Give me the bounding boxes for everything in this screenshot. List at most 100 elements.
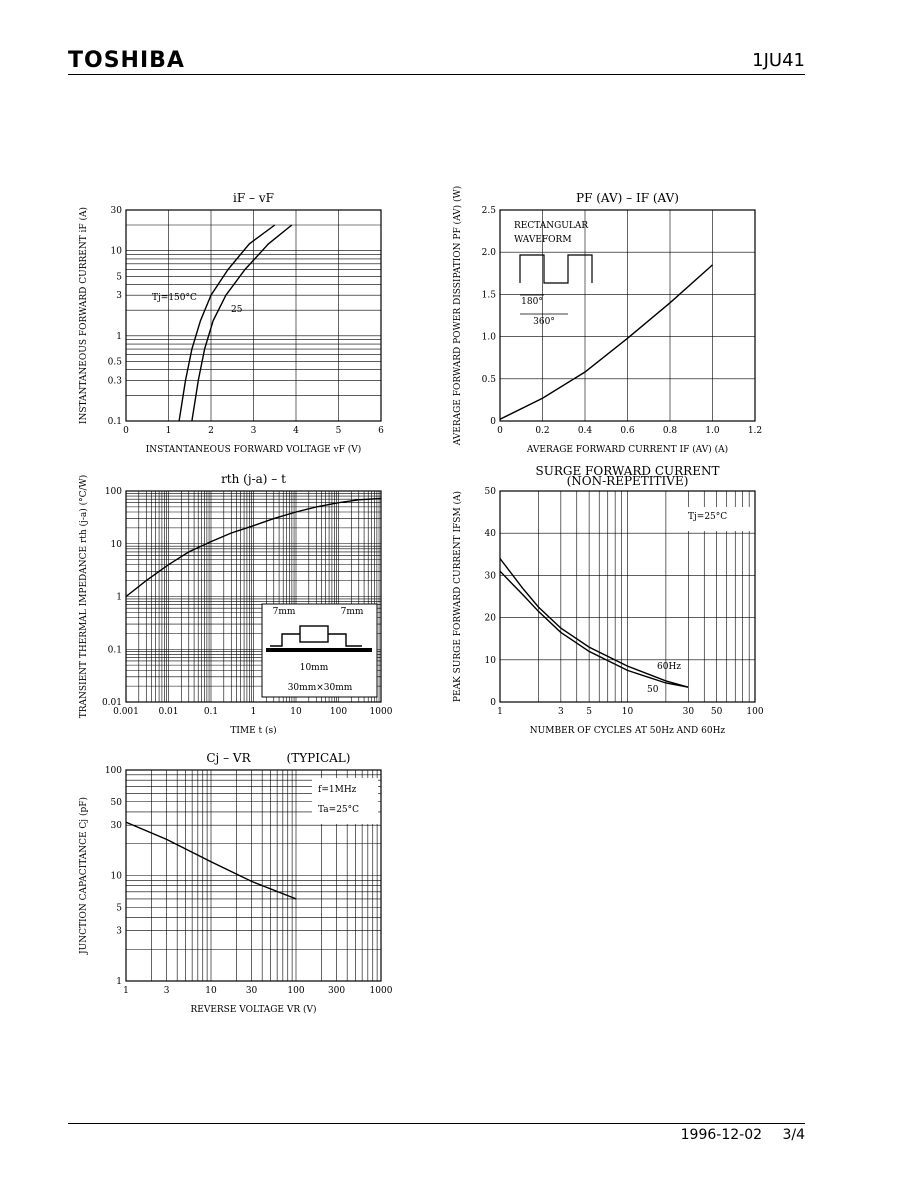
annotation-7mm-right: 7mm — [341, 607, 364, 617]
part-number: 1JU41 — [752, 50, 805, 71]
series-line-0 — [499, 264, 713, 420]
y-tick-label: 3 — [116, 291, 122, 301]
label-bg — [312, 778, 378, 824]
annotation-7mm-left: 7mm — [273, 607, 296, 617]
annotation-waveform: WAVEFORM — [514, 235, 572, 245]
y-tick-label: 10 — [485, 656, 497, 666]
pcb-lead-right — [328, 633, 362, 647]
series-line-1 — [191, 224, 293, 422]
pcb-board — [266, 648, 372, 652]
x-axis-label: NUMBER OF CYCLES AT 50Hz AND 60Hz — [530, 726, 726, 736]
chart-title: iF – vF — [233, 191, 274, 205]
x-tick-label: 1000 — [370, 986, 393, 996]
y-tick-label: 1.5 — [482, 290, 497, 300]
x-tick-label: 10 — [205, 986, 217, 996]
annotation-60hz: 60Hz — [657, 662, 681, 672]
y-tick-label: 30 — [111, 206, 123, 216]
series-line-0 — [178, 224, 276, 422]
x-tick-label: 1.0 — [705, 426, 720, 436]
x-tick-label: 50 — [711, 707, 723, 717]
x-tick-label: 1 — [251, 707, 257, 717]
chart-title: rth (j-a) – t — [221, 472, 286, 486]
annotation-25: 25 — [231, 305, 243, 315]
plot-frame — [125, 769, 382, 982]
pcb-device — [299, 625, 329, 643]
annotation-180: 180° — [521, 297, 543, 307]
y-tick-label: 2.5 — [482, 206, 497, 216]
x-tick-label: 5 — [336, 426, 342, 436]
chart-cj-vr: 1 3 10 30 100 300 1000 1 3 5 10 30 50 100 Cj – VR (TYPI… — [78, 751, 393, 1015]
footer: 1996-12-02 3/4 — [665, 1127, 805, 1143]
y-axis-label: JUNCTION CAPACITANCE Cj (pF) — [78, 797, 89, 955]
x-tick-label: 300 — [328, 986, 345, 996]
y-tick-label: 0.5 — [482, 375, 497, 385]
plot-frame — [125, 209, 382, 422]
x-tick-label: 0 — [123, 426, 129, 436]
annotation-50: 50 — [647, 685, 659, 695]
annotation-30mm: 30mm×30mm — [288, 683, 353, 693]
y-tick-label: 30 — [485, 571, 497, 581]
plot-frame — [499, 490, 756, 703]
y-tick-label: 2.0 — [482, 248, 497, 258]
y-tick-label: 0 — [490, 698, 496, 708]
footer-page: 3/4 — [782, 1127, 805, 1143]
x-tick-label: 1 — [497, 707, 503, 717]
chart-pf-if: 0 0.2 0.4 0.6 0.8 1.0 1.2 0 0.5 1.0 1.5 2.0 2.5 PF (A… — [452, 186, 762, 455]
y-axis-label: PEAK SURGE FORWARD CURRENT IFSM (A) — [452, 491, 463, 702]
y-tick-label: 0.1 — [108, 645, 122, 655]
x-tick-label: 10 — [290, 707, 302, 717]
y-tick-label: 20 — [485, 614, 497, 624]
x-tick-label: 1000 — [370, 707, 393, 717]
x-tick-label: 100 — [287, 986, 304, 996]
series-line-0 — [125, 497, 382, 598]
x-tick-label: 6 — [378, 426, 384, 436]
x-axis-label: REVERSE VOLTAGE VR (V) — [190, 1004, 316, 1015]
series-line-0 — [125, 821, 297, 900]
x-tick-label: 1 — [123, 986, 129, 996]
pcb-lead-left — [270, 633, 300, 647]
x-tick-label: 5 — [586, 707, 592, 717]
y-tick-label: 40 — [485, 529, 497, 539]
chart-ifsm: 1 3 5 10 30 50 100 0 10 20 30 40 50 SURGE FORWARD CUR… — [452, 464, 764, 736]
x-tick-label: 0.4 — [578, 426, 593, 436]
y-tick-label: 1.0 — [482, 333, 497, 343]
chart-subtitle: (TYPICAL) — [287, 751, 351, 765]
x-tick-label: 10 — [622, 707, 634, 717]
annotation-10mm: 10mm — [300, 663, 329, 673]
y-axis-label: INSTANTANEOUS FORWARD CURRENT iF (A) — [78, 207, 89, 424]
annotation-rectangular: RECTANGULAR — [514, 221, 588, 231]
y-tick-label: 0.01 — [102, 698, 122, 708]
chart-if-vf: 0 1 2 3 4 5 6 0.1 0.3 0.5 1 3 5 10 30 iF – vF INSTANTANE… — [78, 191, 384, 455]
x-axis-label: AVERAGE FORWARD CURRENT IF (AV) (A) — [526, 444, 728, 455]
y-tick-label: 0.1 — [108, 417, 122, 427]
y-tick-label: 100 — [105, 766, 122, 776]
x-tick-label: 0.8 — [663, 426, 678, 436]
waveform-diagram — [519, 254, 593, 284]
label-bg — [682, 507, 752, 531]
header-rule — [68, 74, 805, 75]
plot-frame — [499, 209, 756, 422]
x-tick-label: 0.001 — [113, 707, 139, 717]
annotation-360: 360° — [533, 317, 555, 327]
series-line-0 — [499, 558, 689, 688]
chart-title: SURGE FORWARD CURRENT — [536, 464, 720, 478]
y-tick-label: 30 — [111, 821, 123, 831]
y-tick-label: 3 — [116, 927, 122, 937]
x-tick-label: 30 — [683, 707, 695, 717]
x-tick-label: 2 — [208, 426, 214, 436]
x-axis-label: INSTANTANEOUS FORWARD VOLTAGE vF (V) — [146, 444, 362, 455]
y-tick-label: 10 — [111, 872, 123, 882]
x-tick-label: 3 — [251, 426, 257, 436]
brand-logo: TOSHIBA — [68, 48, 185, 73]
x-tick-label: 4 — [293, 426, 299, 436]
y-tick-label: 50 — [111, 798, 123, 808]
y-tick-label: 0.5 — [108, 357, 123, 367]
x-axis-label: TIME t (s) — [230, 725, 276, 736]
y-axis-label: AVERAGE FORWARD POWER DISSIPATION PF (AV… — [452, 186, 463, 447]
y-tick-label: 0 — [490, 417, 496, 427]
annotation-freq: f=1MHz — [318, 785, 357, 795]
y-tick-label: 1 — [116, 332, 122, 342]
footer-rule — [68, 1123, 805, 1124]
y-tick-label: 1 — [116, 977, 122, 987]
